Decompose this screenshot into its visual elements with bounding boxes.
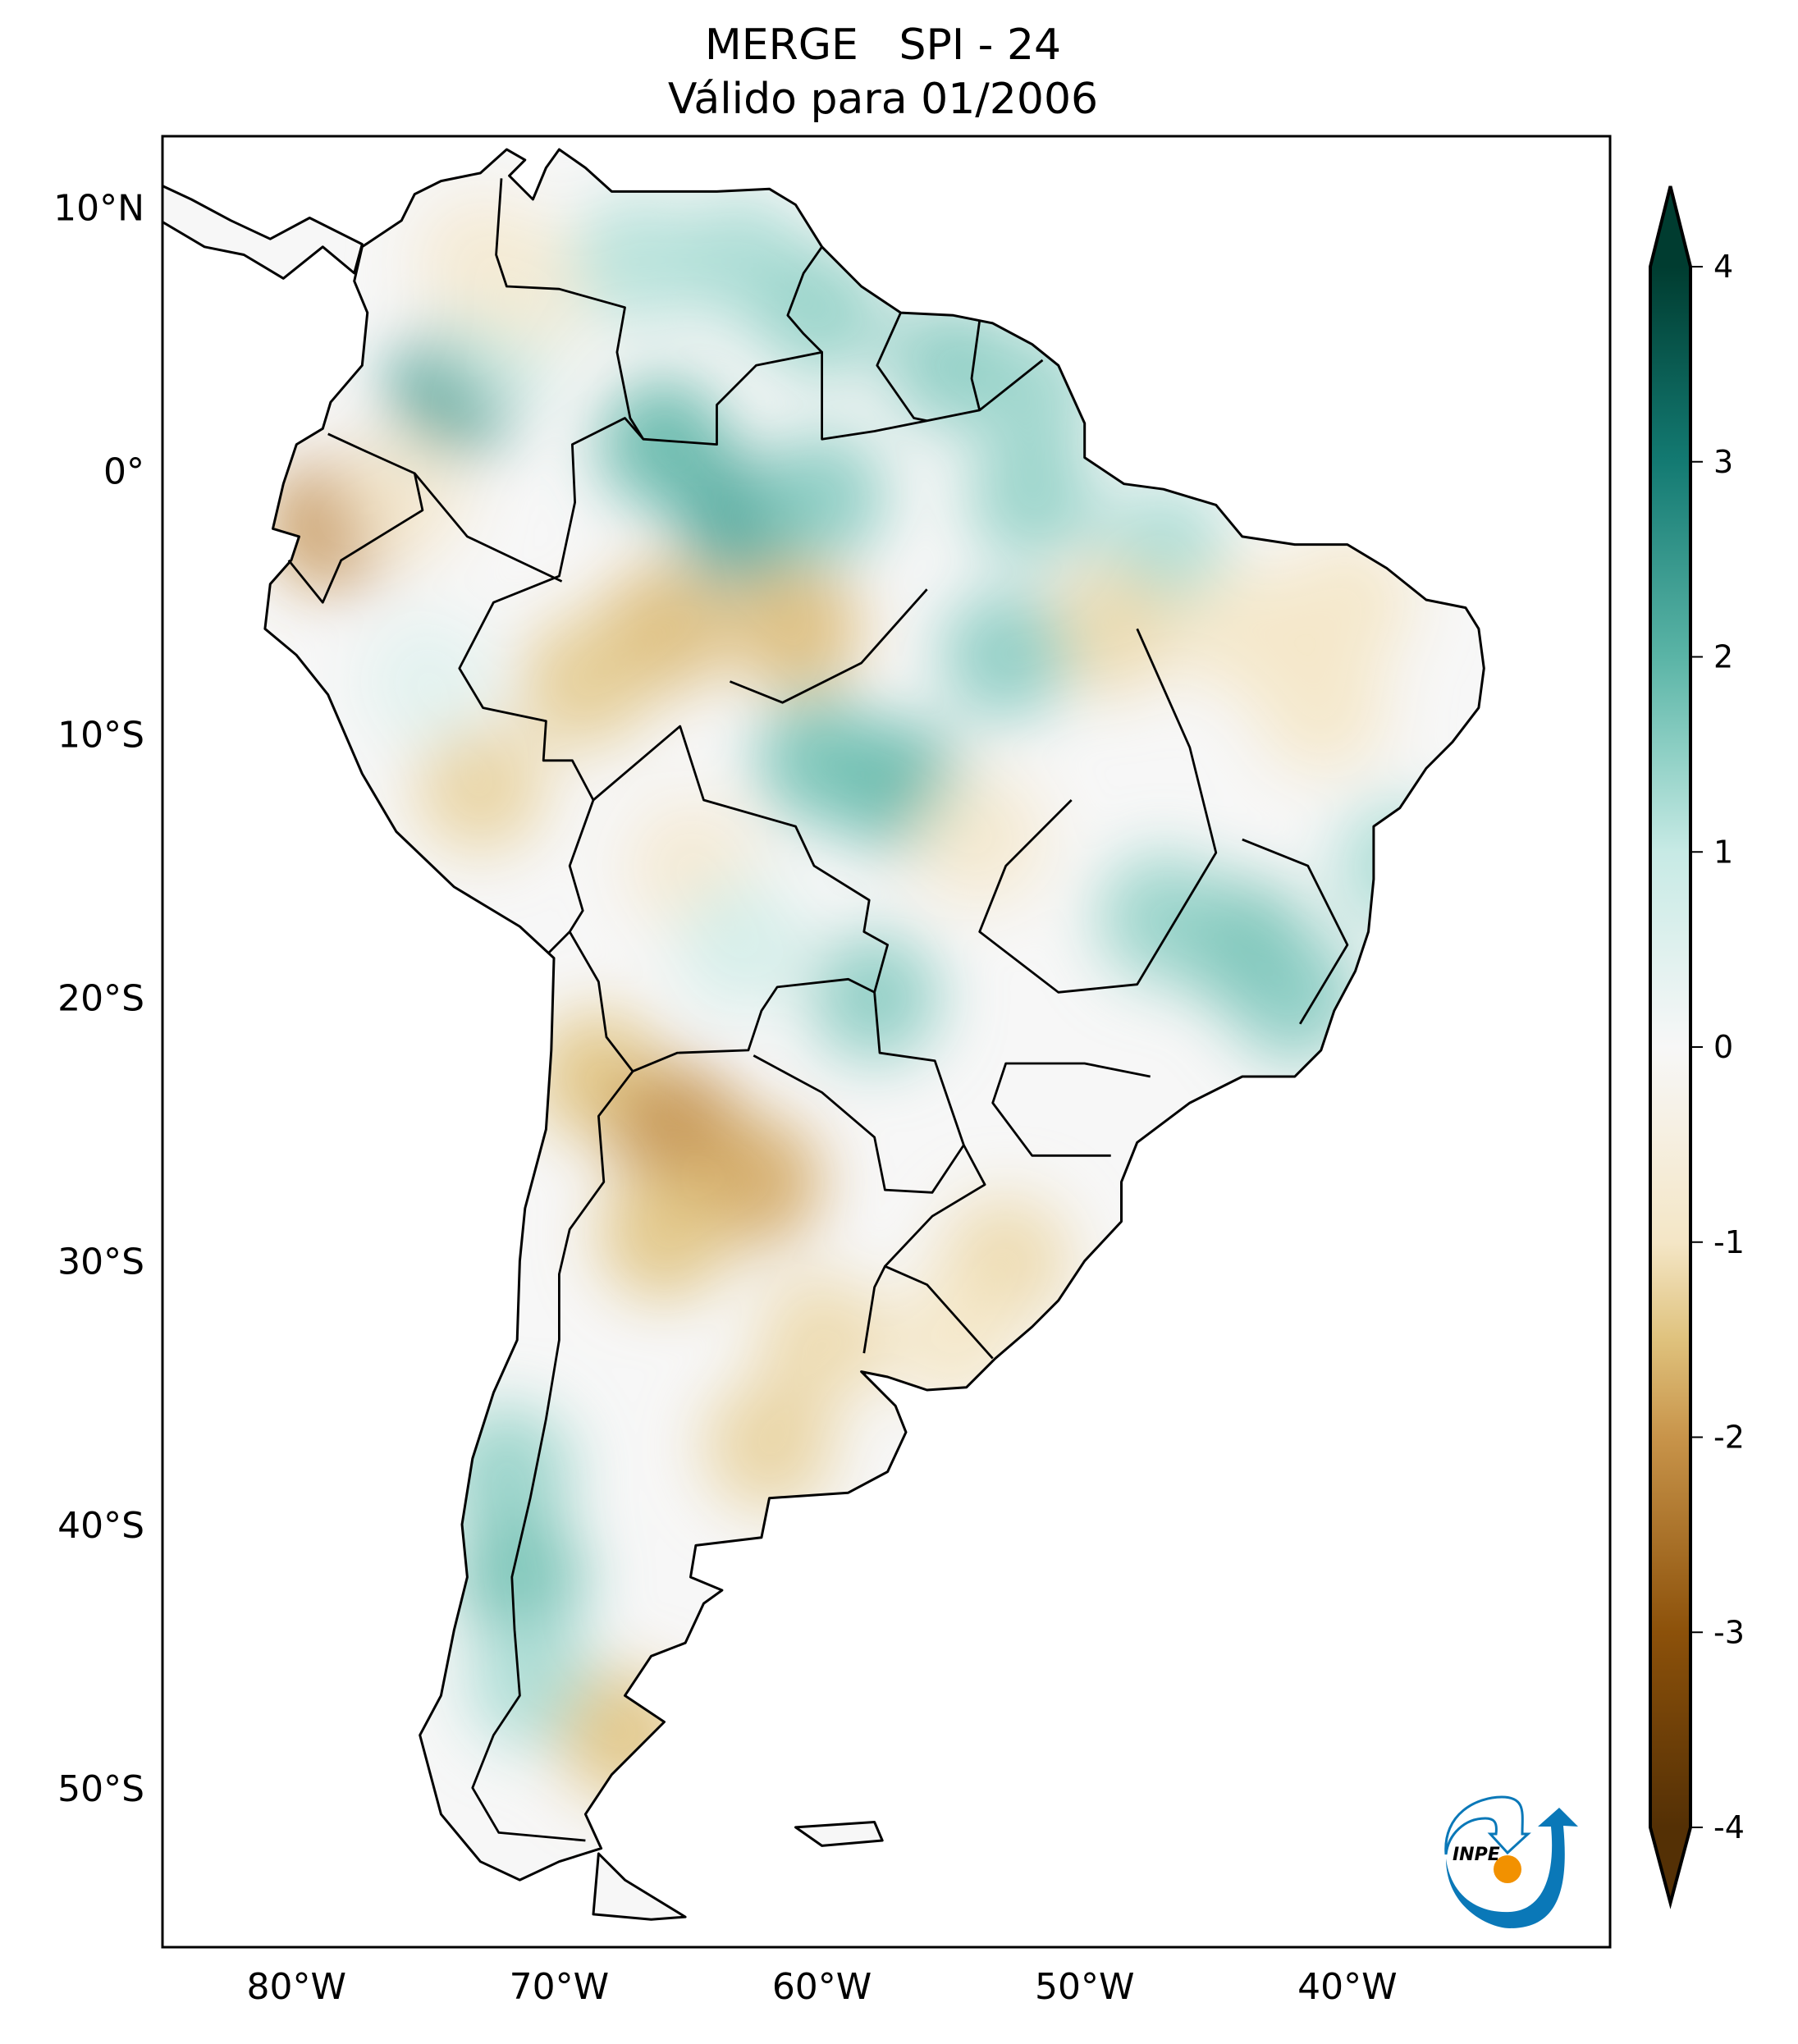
spi-field-cell: [414, 720, 547, 853]
coastline-segment: [794, 1821, 884, 1847]
border-line: [786, 245, 823, 354]
country-borders: [287, 178, 1349, 1842]
border-line: [287, 473, 424, 604]
longitude-labels: 80°W 70°W 60°W 50°W 40°W: [247, 1966, 1398, 2008]
colorbar-tick-label: -4: [1713, 1809, 1745, 1845]
spi-field-cell: [467, 220, 599, 352]
spi-field-cell: [519, 615, 652, 748]
spi-field-cell: [454, 1511, 586, 1643]
logo-sun: [1494, 1855, 1521, 1883]
border-line: [458, 350, 1044, 1360]
colorbar: 4 3 2 1 0 -1 -2 -3 -4: [1649, 185, 1745, 1909]
latitude-label: 20°S: [57, 978, 144, 1020]
colorbar-tick-label: 3: [1713, 444, 1733, 480]
spi-field-cell: [913, 774, 1045, 906]
colorbar-tick-label: 0: [1713, 1029, 1733, 1065]
border-line: [729, 588, 928, 704]
spi-field-cell: [1045, 563, 1177, 695]
colorbar-tick-label: -3: [1713, 1614, 1745, 1650]
border-line: [1242, 838, 1349, 1025]
spi-field-cell: [336, 431, 468, 563]
spi-field-cell: [598, 1168, 730, 1301]
border-line: [495, 178, 645, 440]
coastline: [162, 148, 1485, 1921]
colorbar-tick-label: -1: [1713, 1224, 1745, 1260]
spi-field-cell: [362, 615, 494, 748]
colorbar-tick-label: 1: [1713, 834, 1733, 870]
colorbar-tick-label: 2: [1713, 639, 1733, 675]
spi-field-cell: [677, 879, 809, 1011]
border-line: [978, 628, 1218, 994]
spi-field-cell: [756, 431, 888, 563]
longitude-label: 80°W: [247, 1966, 347, 2008]
border-line: [862, 1265, 886, 1354]
coastline-segment: [162, 184, 364, 280]
coastline-segment: [592, 1852, 687, 1921]
longitude-label: 40°W: [1297, 1966, 1398, 2008]
border-line: [991, 1062, 1151, 1157]
latitude-label: 10°S: [57, 715, 144, 757]
border-line: [970, 320, 981, 411]
inpe-logo: INPE: [1444, 1795, 1578, 1928]
colorbar-ticks: 4 3 2 1 0 -1 -2 -3 -4: [1690, 249, 1745, 1845]
latitude-label: 30°S: [57, 1241, 144, 1283]
spi-field-cell: [1281, 537, 1413, 669]
spi-field-cell: [1097, 853, 1229, 985]
latitude-label: 10°N: [53, 188, 144, 230]
colorbar-tick-label: -2: [1713, 1420, 1745, 1456]
spi-field-cell: [966, 431, 1098, 563]
coastline-segment: [263, 148, 1485, 1882]
latitude-label: 0°: [103, 451, 144, 493]
border-line: [632, 977, 876, 1072]
map-area: [162, 136, 1610, 1947]
longitude-label: 70°W: [510, 1966, 610, 2008]
map-frame: [161, 135, 1612, 1949]
title-line-2: Válido para 01/2006: [668, 75, 1098, 124]
spi-field-cell: [1176, 563, 1308, 695]
border-line: [471, 1070, 634, 1842]
logo-arrow-outline: [1444, 1795, 1531, 1855]
logo-text: INPE: [1453, 1845, 1500, 1865]
title-line-1: MERGE SPI - 24: [705, 21, 1061, 70]
border-line: [753, 1054, 965, 1194]
spi-field-cell: [730, 563, 862, 695]
spi-field-cell: [940, 589, 1072, 721]
spi-field-cell: [756, 694, 888, 826]
border-line: [547, 799, 595, 954]
spi-field-cell: [572, 194, 704, 326]
colorbar-body: [1649, 185, 1692, 1909]
spi-field-cell: [703, 1379, 835, 1511]
spi-field-cell: [756, 1274, 888, 1406]
latitude-labels: 10°N 0° 10°S 20°S 30°S 40°S 50°S: [53, 188, 144, 1810]
latitude-label: 40°S: [57, 1505, 144, 1547]
border-line: [876, 312, 927, 423]
longitude-label: 50°W: [1035, 1966, 1135, 2008]
logo-swoosh: [1446, 1808, 1578, 1928]
longitude-label: 60°W: [772, 1966, 872, 2008]
latitude-label: 50°S: [57, 1768, 144, 1810]
colorbar-tick-label: 4: [1713, 249, 1733, 285]
border-line: [568, 931, 634, 1072]
